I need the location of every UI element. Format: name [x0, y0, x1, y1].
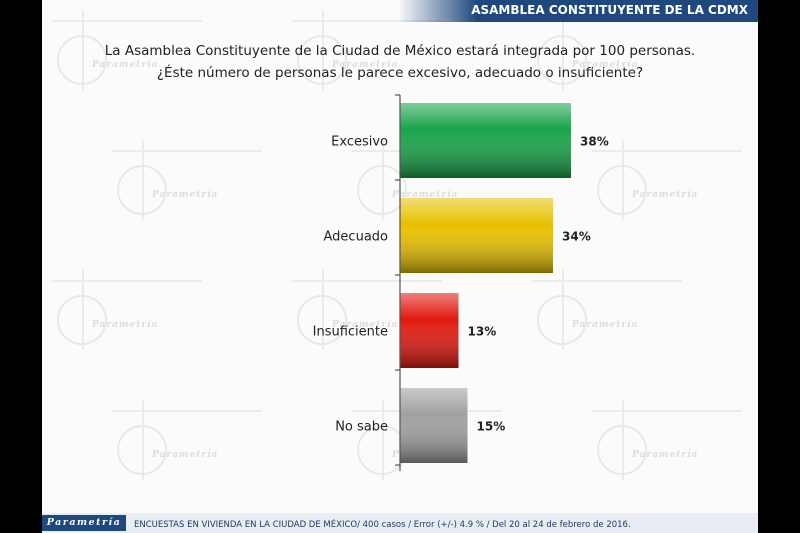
- watermark-circle: [537, 295, 587, 345]
- question-line-1: La Asamblea Constituyente de la Ciudad d…: [104, 43, 696, 59]
- category-label: No sabe: [335, 420, 388, 435]
- bar-shading: [400, 293, 459, 368]
- watermark-circle: [57, 295, 107, 345]
- watermark-circle: [597, 165, 647, 215]
- value-label: 34%: [562, 230, 591, 244]
- footer-brand: Parametría: [42, 515, 126, 531]
- value-label: 13%: [468, 325, 497, 339]
- watermark-text: Parametría: [632, 190, 699, 200]
- footer-note: ENCUESTAS EN VIVIENDA EN LA CIUDAD DE MÉ…: [134, 520, 631, 530]
- watermark-circle: [357, 165, 407, 215]
- category-label: Insuficiente: [313, 325, 388, 340]
- watermark-text: Parametría: [392, 190, 459, 200]
- watermark-line: [592, 150, 742, 152]
- watermark-line: [52, 20, 202, 22]
- question-line-2: ¿Éste número de personas le parece exces…: [156, 65, 644, 81]
- watermark-text: Parametría: [152, 190, 219, 200]
- category-label: Excesivo: [331, 135, 388, 150]
- watermark-text: Parametría: [92, 60, 159, 70]
- bar-shading: [400, 198, 553, 273]
- question-text: La Asamblea Constituyente de la Ciudad d…: [42, 40, 758, 84]
- header-title: ASAMBLEA CONSTITUYENTE DE LA CDMX: [471, 3, 748, 17]
- watermark-circle: [597, 425, 647, 475]
- watermark-circle: [117, 425, 167, 475]
- watermark-text: Parametría: [332, 320, 399, 330]
- watermark-text: Parametría: [632, 450, 699, 460]
- watermark-line: [292, 20, 442, 22]
- watermark-circle: [297, 295, 347, 345]
- watermark-text: Parametría: [92, 320, 159, 330]
- value-label: 15%: [477, 420, 506, 434]
- watermark-text: Parametría: [332, 60, 399, 70]
- category-label: Adecuado: [324, 230, 389, 245]
- watermark-line: [52, 280, 202, 282]
- watermark-line: [592, 410, 742, 412]
- value-label: 38%: [580, 135, 609, 149]
- watermark-circle: [117, 165, 167, 215]
- watermark-line: [112, 410, 262, 412]
- watermark-line: [112, 150, 262, 152]
- watermark-circle: [297, 35, 347, 85]
- watermark-text: Parametría: [572, 60, 639, 70]
- watermark-text: Parametría: [572, 320, 639, 330]
- watermark-line: [532, 280, 682, 282]
- watermark-circle: [57, 35, 107, 85]
- bar-chart: Excesivo 38% Adecuado 34% Insuficiente 13% No …: [313, 94, 609, 471]
- bar-shading: [400, 103, 571, 178]
- watermark-text: Parametría: [152, 450, 219, 460]
- slide: Parametría Parametría Parametría Parametría…: [42, 0, 758, 533]
- bar-shading: [400, 388, 468, 463]
- footer-bar: [42, 513, 758, 533]
- header-band: ASAMBLEA CONSTITUYENTE DE LA CDMX: [398, 0, 758, 22]
- watermark-circle: [537, 35, 587, 85]
- watermark-line: [292, 280, 442, 282]
